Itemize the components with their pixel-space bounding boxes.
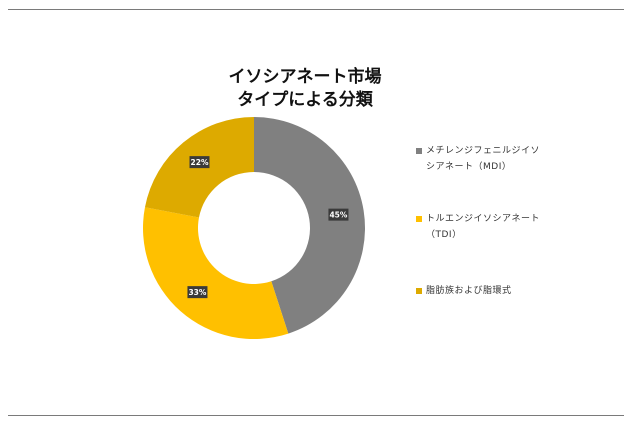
top-rule: [8, 9, 624, 10]
legend-swatch-mdi: [416, 148, 422, 154]
chart-title: イソシアネート市場 タイプによる分類: [228, 67, 382, 110]
data-label-tdi: 33%: [187, 286, 208, 299]
legend-swatch-tdi: [416, 216, 422, 222]
data-label-box: [189, 156, 210, 169]
slice-mdi: [254, 117, 365, 334]
legend-item-mdi: メチレンジフェニルジイソ シアネート（MDI）: [416, 143, 576, 175]
legend-label-mdi: メチレンジフェニルジイソ シアネート（MDI）: [426, 146, 541, 172]
bottom-rule: [8, 415, 624, 416]
data-label-aliphatic: 22%: [189, 156, 210, 169]
data-label-text: 33%: [188, 288, 206, 297]
data-label-text: 45%: [329, 211, 347, 220]
legend-label-aliphatic: 脂肪族および脂環式: [426, 286, 512, 296]
data-label-box: [328, 208, 349, 221]
legend-swatch-aliphatic: [416, 288, 422, 294]
legend-label-tdi: トルエンジイソシアネート （TDI）: [426, 214, 541, 240]
data-label-mdi: 45%: [328, 208, 349, 221]
legend-item-tdi: トルエンジイソシアネート （TDI）: [416, 211, 576, 243]
slice-tdi: [142, 207, 289, 339]
legend-item-aliphatic: 脂肪族および脂環式: [416, 283, 576, 299]
data-label-box: [187, 286, 208, 299]
data-label-text: 22%: [191, 158, 209, 167]
